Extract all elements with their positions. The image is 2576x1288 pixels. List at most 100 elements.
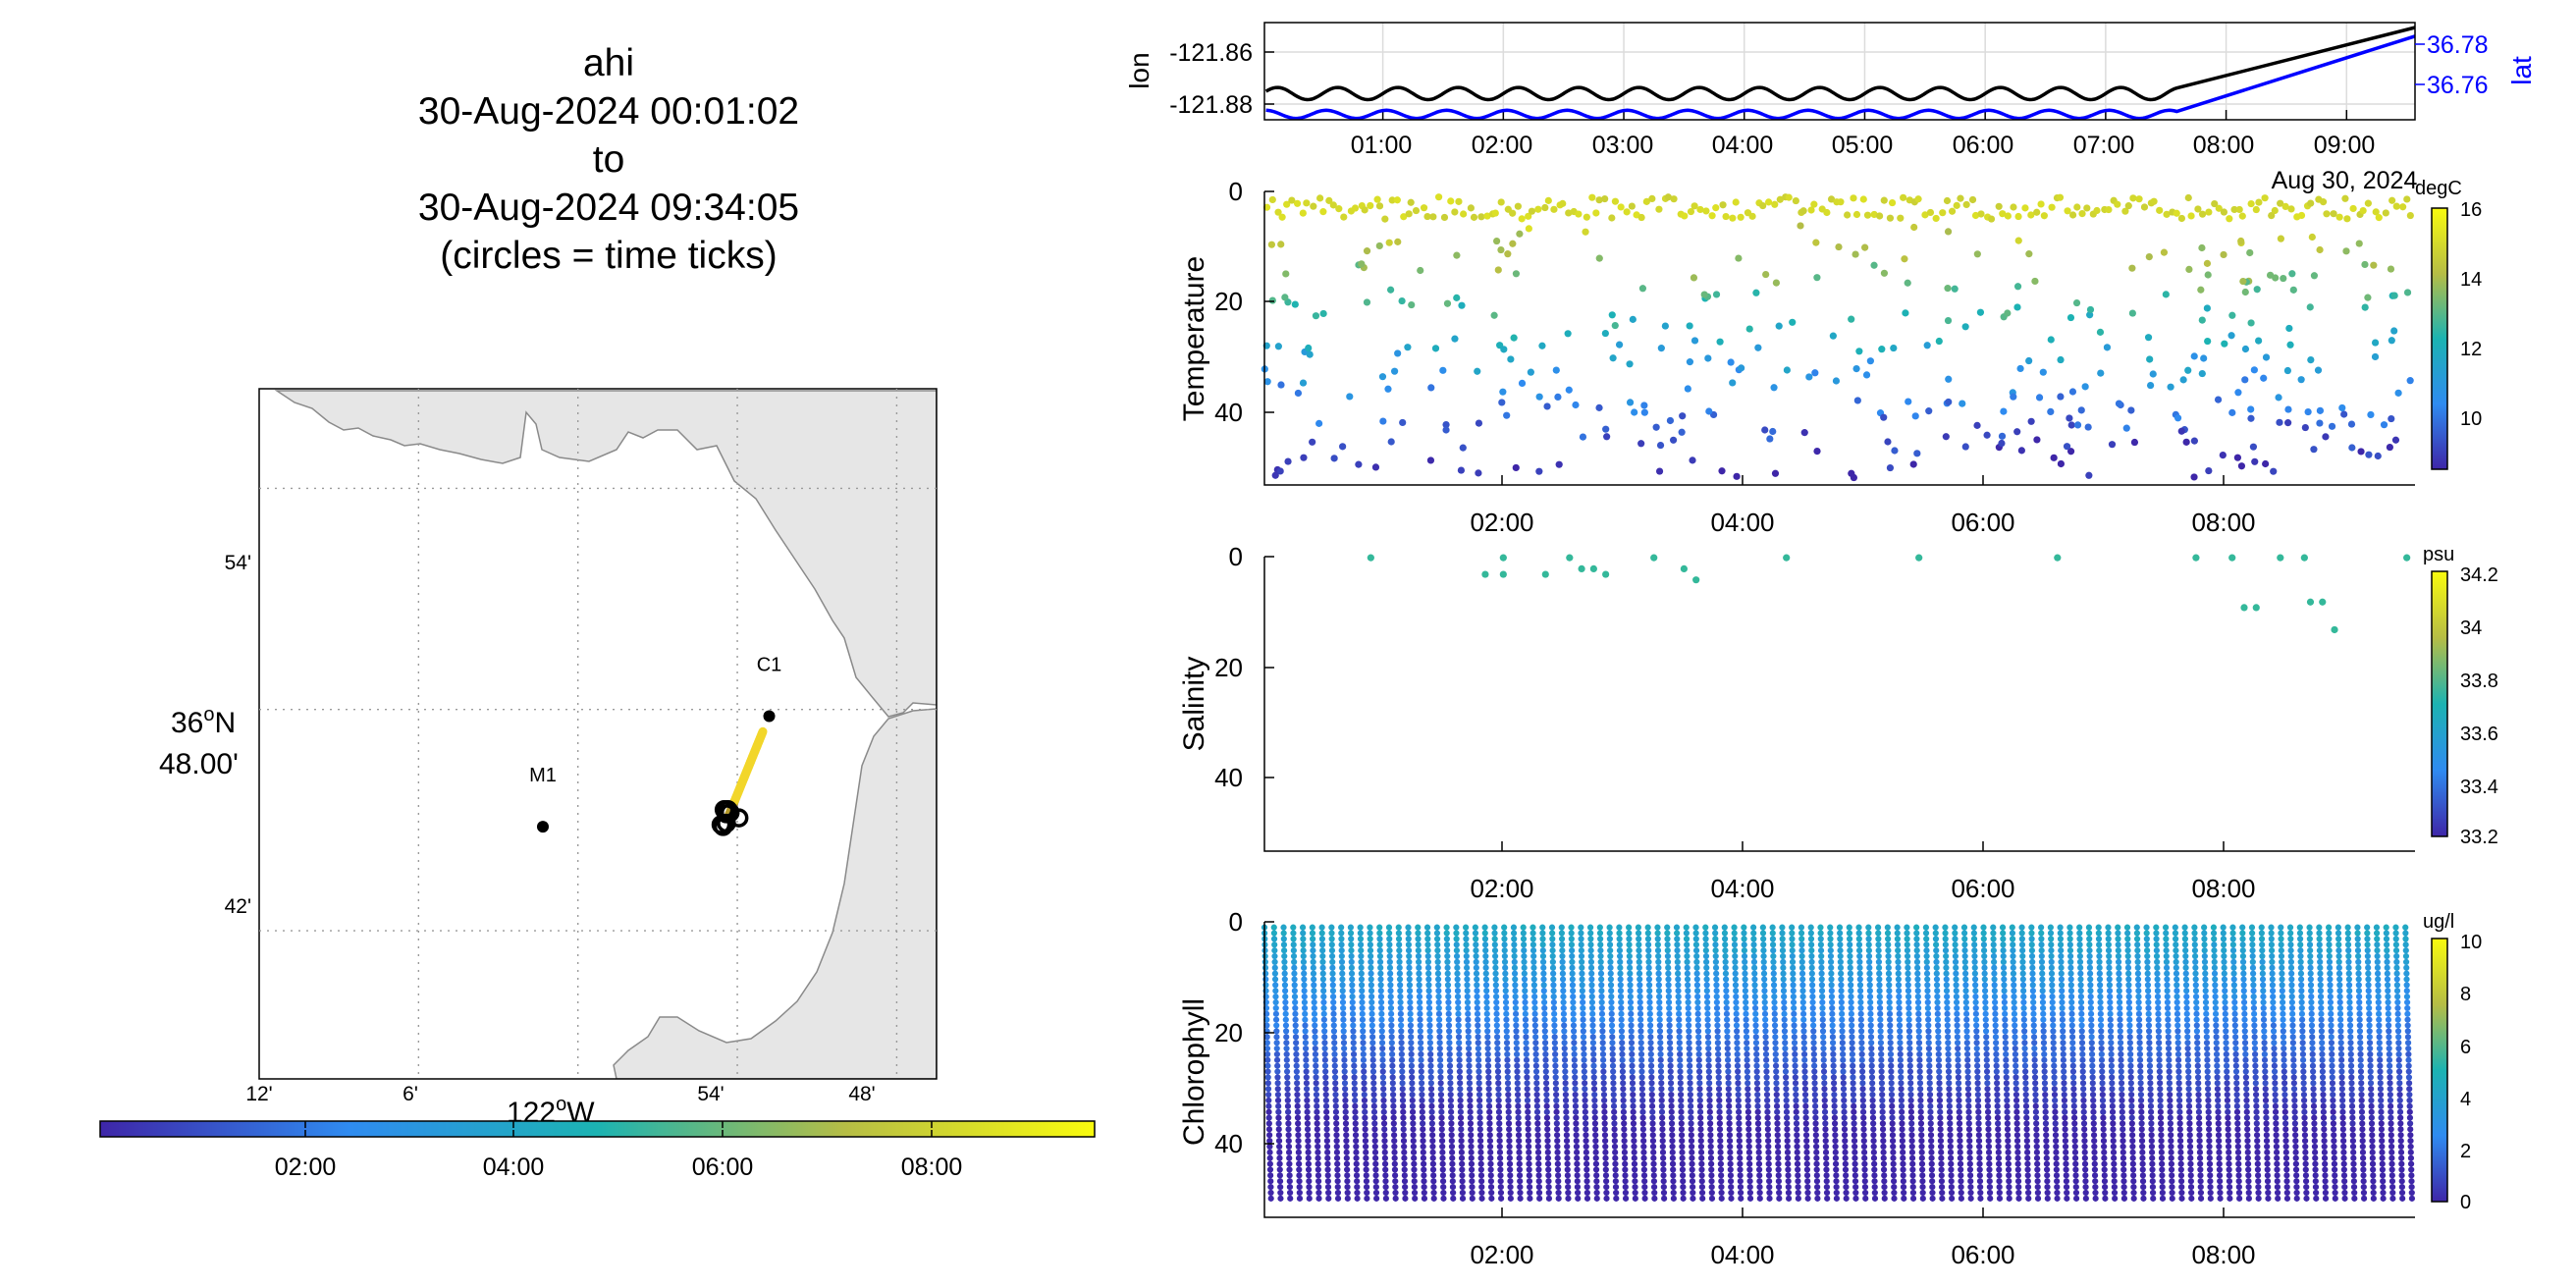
chlorophyll-point (2006, 1189, 2012, 1197)
chlorophyll-point (1793, 1114, 1799, 1121)
chlorophyll-point (1582, 1080, 1588, 1087)
chlorophyll-point (1627, 964, 1634, 971)
chlorophyll-point (1933, 958, 1940, 966)
chlorophyll-point (1400, 1114, 1407, 1121)
chlorophyll-point (1794, 1143, 1800, 1151)
chlorophyll-point (1865, 947, 1872, 954)
chlorophyll-point (1696, 1091, 1703, 1099)
chlorophyll-point (1306, 1195, 1313, 1202)
chlorophyll-point (1828, 976, 1835, 983)
chlorophyll-point (1627, 976, 1634, 983)
chlorophyll-point (1807, 924, 1814, 931)
chlorophyll-point (1839, 1040, 1846, 1046)
chlorophyll-point (1703, 988, 1710, 994)
chlorophyll-point (1388, 1016, 1395, 1023)
chlorophyll-point (1264, 1056, 1271, 1063)
chlorophyll-point (1897, 1056, 1904, 1063)
chlorophyll-point (1343, 1132, 1350, 1139)
chlorophyll-point (1428, 1097, 1435, 1104)
chlorophyll-point (1915, 1034, 1922, 1041)
chlorophyll-point (1312, 1016, 1318, 1023)
chlorophyll-point (1598, 998, 1605, 1006)
temperature-point (1363, 298, 1371, 306)
chlorophyll-point (1813, 1172, 1820, 1179)
chlorophyll-point (1476, 1074, 1482, 1081)
chlorophyll-point (1340, 1040, 1348, 1046)
chlorophyll-point (2060, 1045, 2066, 1052)
chlorophyll-point (1945, 1040, 1952, 1046)
temperature-point (1772, 279, 1781, 287)
chlorophyll-point (1590, 1062, 1597, 1069)
temperature-point (2239, 277, 2247, 286)
chlorophyll-point (1286, 1160, 1293, 1167)
chlorophyll-point (1574, 1160, 1581, 1167)
chlorophyll-point (1733, 1010, 1740, 1017)
chlorophyll-point (1934, 1016, 1942, 1023)
temperature-point (2103, 344, 2112, 351)
chlorophyll-point (1908, 1137, 1915, 1145)
temperature-point (2010, 203, 2017, 211)
chlorophyll-point (1282, 998, 1289, 1006)
chlorophyll-point (1544, 1132, 1551, 1139)
chlorophyll-point (1939, 1195, 1946, 1202)
chlorophyll-point (1320, 993, 1327, 1000)
chlorophyll-point (1608, 1016, 1615, 1023)
chlorophyll-point (1530, 976, 1537, 983)
temperature-point (1299, 209, 1307, 217)
chlorophyll-point (1616, 941, 1623, 948)
chlorophyll-point (1582, 1114, 1589, 1121)
chlorophyll-point (1611, 1108, 1618, 1115)
chlorophyll-point (1866, 976, 1873, 983)
chlorophyll-point (1398, 1045, 1405, 1052)
chlorophyll-point (1887, 1040, 1894, 1046)
temperature-point (1733, 472, 1741, 480)
temperature-point (2361, 303, 2369, 311)
chlorophyll-point (1313, 1068, 1319, 1075)
chlorophyll-point (1676, 1028, 1683, 1035)
temperature-point (2047, 336, 2055, 344)
temperature-point (1544, 196, 1552, 204)
sal-y-ticks: 0 20 40 (1214, 542, 1274, 792)
chlorophyll-point (1771, 1022, 1779, 1029)
chlorophyll-point (1358, 947, 1365, 954)
chlorophyll-point (1325, 1195, 1332, 1202)
chlorophyll-point (1668, 1086, 1675, 1093)
chlorophyll-point (1578, 952, 1585, 960)
chlorophyll-point (1429, 1137, 1436, 1145)
chlorophyll-point (1476, 1080, 1482, 1087)
chlorophyll-point (1618, 1004, 1625, 1012)
chlorophyll-point (1512, 1004, 1520, 1012)
chlorophyll-point (1756, 1172, 1763, 1179)
chlorophyll-point (1736, 1132, 1743, 1139)
chlorophyll-point (1991, 958, 1998, 966)
chlorophyll-point (2042, 1091, 2049, 1099)
chlorophyll-point (2009, 924, 2015, 931)
chlorophyll-point (2079, 1045, 2086, 1052)
chlorophyll-point (1341, 1068, 1348, 1075)
chlorophyll-point (2013, 1126, 2020, 1133)
chlorophyll-point (1668, 1108, 1675, 1115)
temperature-point (1655, 467, 1664, 475)
chlorophyll-point (1632, 1195, 1638, 1202)
chlorophyll-point (1656, 1028, 1664, 1035)
chlorophyll-point (1638, 1074, 1645, 1081)
chlorophyll-point (1822, 1143, 1829, 1151)
chlorophyll-point (1871, 1195, 1879, 1202)
chlorophyll-point (1702, 930, 1709, 937)
chlorophyll-point (1870, 1120, 1877, 1127)
chlorophyll-point (2033, 1126, 2040, 1133)
chlorophyll-point (1617, 958, 1624, 966)
chlorophyll-point (1405, 930, 1412, 937)
chlorophyll-point (1792, 1045, 1798, 1052)
temperature-point (1657, 345, 1665, 352)
chlorophyll-point (1690, 1189, 1696, 1197)
chlorophyll-point (2087, 988, 2094, 994)
temperature-point (2037, 200, 2045, 208)
chlorophyll-point (1588, 988, 1595, 994)
chlorophyll-point (1840, 1080, 1847, 1087)
chlorophyll-point (1706, 1080, 1713, 1087)
chlorophyll-point (1820, 1040, 1827, 1046)
chlorophyll-point (1602, 1154, 1609, 1161)
chlorophyll-point (1627, 970, 1634, 977)
chlorophyll-point (1726, 1120, 1733, 1127)
